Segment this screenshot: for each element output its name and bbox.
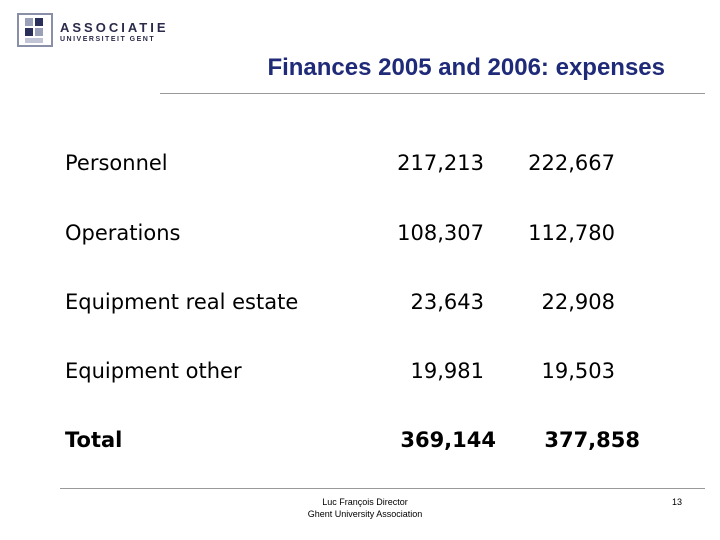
- row-value: 369,144: [400, 428, 496, 452]
- footer-rule: [60, 488, 705, 489]
- footer-organization: Ghent University Association: [307, 509, 423, 519]
- logo-icon: [17, 13, 53, 47]
- row-value: 22,908: [541, 290, 615, 314]
- page-number: 13: [671, 497, 682, 507]
- row-label: Personnel: [65, 151, 168, 175]
- row-label: Operations: [65, 221, 181, 245]
- row-value: 23,643: [410, 290, 484, 314]
- row-value: 222,667: [528, 151, 615, 175]
- footer-author: Luc François Director: [322, 497, 408, 507]
- row-value: 217,213: [397, 151, 484, 175]
- logo-text: ASSOCIATIE: [60, 20, 169, 35]
- title-rule: [160, 93, 705, 94]
- row-value: 377,858: [544, 428, 640, 452]
- row-label: Equipment other: [65, 359, 242, 383]
- row-label: Equipment real estate: [65, 290, 299, 314]
- row-value: 19,503: [541, 359, 615, 383]
- row-value: 19,981: [410, 359, 484, 383]
- slide-title: Finances 2005 and 2006: expenses: [267, 54, 665, 81]
- logo-subtext: UNIVERSITEIT GENT: [60, 36, 156, 43]
- row-value: 108,307: [397, 221, 484, 245]
- row-value: 112,780: [528, 221, 615, 245]
- row-label: Total: [65, 428, 123, 452]
